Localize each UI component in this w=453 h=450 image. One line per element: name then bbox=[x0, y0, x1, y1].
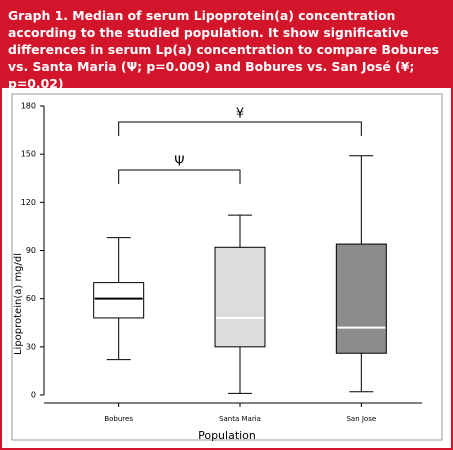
chart-border bbox=[11, 93, 443, 441]
box bbox=[335, 243, 387, 354]
x-tick-label: Bobures bbox=[104, 415, 133, 423]
y-tick-label: 120 bbox=[21, 198, 36, 207]
y-tick-label: 0 bbox=[31, 391, 36, 400]
box bbox=[93, 282, 145, 319]
box bbox=[214, 246, 266, 348]
bracket bbox=[118, 121, 362, 136]
y-axis-label: Lipoprotein(a) mg/dl bbox=[13, 253, 24, 355]
chart: Population Lipoprotein(a) mg/dl 0 30 60 90 1… bbox=[11, 93, 443, 442]
chart-title: Graph 1. Median of serum Lipoprotein(a) … bbox=[2, 2, 451, 91]
y-tick-label: 30 bbox=[26, 342, 36, 351]
y-tick-label: 150 bbox=[21, 150, 36, 159]
y-tick-label: 60 bbox=[26, 294, 36, 303]
y-tick-label: 90 bbox=[26, 246, 36, 255]
x-axis-label: Population bbox=[198, 429, 256, 442]
y-tick-label: 180 bbox=[21, 102, 36, 111]
bracket bbox=[118, 169, 241, 184]
annotation: ¥ bbox=[236, 107, 244, 122]
x-tick-label: San Jose bbox=[346, 415, 376, 423]
annotation: Ψ bbox=[174, 155, 184, 170]
x-tick-label: Santa Maria bbox=[219, 415, 261, 423]
